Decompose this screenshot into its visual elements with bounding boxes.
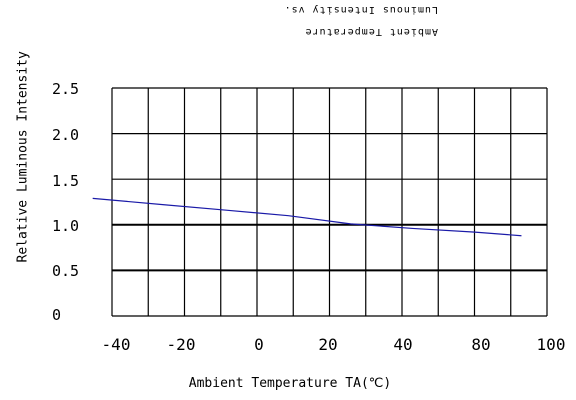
y-tick-label: 2.5	[52, 80, 80, 98]
y-tick-label: 1.0	[52, 217, 80, 235]
x-tick-label: -20	[166, 335, 196, 354]
x-tick-label: 0	[254, 335, 264, 354]
series-line	[92, 197, 522, 237]
x-tick-label: -40	[101, 335, 131, 354]
x-axis-label: Ambient Temperature TA(℃)	[188, 376, 392, 391]
chart-title-line-1: Luminous Intensity vs.	[283, 4, 438, 15]
y-axis-label: Relative Luminous Intensity	[15, 51, 31, 263]
x-tick-label: 20	[318, 335, 338, 354]
x-tick-label: 80	[471, 335, 491, 354]
grid-lines	[111, 87, 548, 317]
y-tick-label: 0.5	[52, 262, 80, 280]
y-tick-label: 0	[52, 306, 62, 324]
x-tick-label: 40	[393, 335, 413, 354]
chart-title-line-2: Ambient Temperature	[304, 26, 438, 37]
y-tick-label: 1.5	[52, 172, 80, 190]
x-tick-label: 100	[536, 335, 566, 354]
y-tick-label: 2.0	[52, 126, 80, 144]
series-lines	[92, 197, 522, 237]
